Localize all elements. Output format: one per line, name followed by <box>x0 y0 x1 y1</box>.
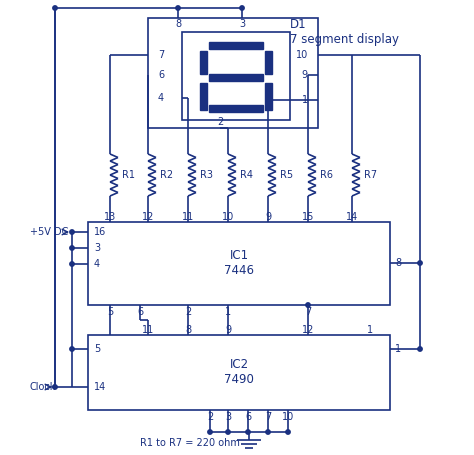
Bar <box>265 51 272 74</box>
Bar <box>88 222 390 305</box>
Text: 10: 10 <box>282 412 294 422</box>
Text: 10: 10 <box>222 212 234 222</box>
Circle shape <box>226 430 230 434</box>
Text: 7: 7 <box>305 307 311 317</box>
Text: 11: 11 <box>142 325 154 335</box>
Text: IC2
7490: IC2 7490 <box>224 358 254 386</box>
Bar <box>200 51 207 74</box>
Text: 5: 5 <box>107 307 113 317</box>
Text: 6: 6 <box>137 307 143 317</box>
Text: 7: 7 <box>158 50 164 60</box>
Circle shape <box>286 430 290 434</box>
Text: 7: 7 <box>265 412 271 422</box>
Circle shape <box>418 261 422 265</box>
Text: R1: R1 <box>122 170 135 180</box>
Text: 15: 15 <box>302 212 314 222</box>
Circle shape <box>70 230 74 234</box>
Text: 9: 9 <box>225 325 231 335</box>
Text: R3: R3 <box>200 170 213 180</box>
Text: R6: R6 <box>320 170 333 180</box>
Text: 2: 2 <box>217 117 223 127</box>
Text: 1: 1 <box>225 307 231 317</box>
Text: 1: 1 <box>395 344 401 354</box>
Circle shape <box>70 262 74 266</box>
Text: 14: 14 <box>94 382 106 392</box>
Text: Clock: Clock <box>30 382 56 392</box>
Text: 6: 6 <box>158 70 164 80</box>
Bar <box>209 105 263 112</box>
Circle shape <box>53 6 57 10</box>
Text: 9: 9 <box>265 212 271 222</box>
Text: 12: 12 <box>302 325 314 335</box>
Text: 14: 14 <box>346 212 358 222</box>
Bar <box>209 74 263 81</box>
Text: 13: 13 <box>104 212 116 222</box>
Circle shape <box>70 246 74 250</box>
Text: R4: R4 <box>240 170 253 180</box>
Text: 6: 6 <box>245 412 251 422</box>
Text: 3: 3 <box>94 243 100 253</box>
Circle shape <box>240 6 244 10</box>
Circle shape <box>306 303 310 307</box>
Text: 4: 4 <box>94 259 100 269</box>
Text: 4: 4 <box>158 93 164 103</box>
Text: +5V DC: +5V DC <box>30 227 68 237</box>
Text: 8: 8 <box>175 19 181 29</box>
Text: 1: 1 <box>367 325 373 335</box>
Text: 5: 5 <box>94 344 100 354</box>
Bar <box>209 42 263 49</box>
Text: 16: 16 <box>94 227 106 237</box>
Circle shape <box>176 6 180 10</box>
Bar <box>148 18 318 128</box>
Text: D1
7 segment display: D1 7 segment display <box>290 18 399 46</box>
Text: IC1
7446: IC1 7446 <box>224 249 254 277</box>
Circle shape <box>246 430 250 434</box>
Text: R2: R2 <box>160 170 173 180</box>
Text: 3: 3 <box>225 412 231 422</box>
Text: 2: 2 <box>207 412 213 422</box>
Text: 12: 12 <box>142 212 154 222</box>
Circle shape <box>266 430 270 434</box>
Text: R1 to R7 = 220 ohm: R1 to R7 = 220 ohm <box>140 438 240 448</box>
Text: 9: 9 <box>302 70 308 80</box>
Text: 3: 3 <box>239 19 245 29</box>
Circle shape <box>418 347 422 351</box>
Circle shape <box>53 385 57 389</box>
Circle shape <box>208 430 212 434</box>
Text: 2: 2 <box>185 307 191 317</box>
Text: R5: R5 <box>280 170 293 180</box>
Text: 11: 11 <box>182 212 194 222</box>
Text: 10: 10 <box>296 50 308 60</box>
Bar <box>182 32 290 120</box>
Text: R7: R7 <box>364 170 377 180</box>
Bar <box>265 83 272 110</box>
Bar <box>88 335 390 410</box>
Text: 1: 1 <box>302 95 308 105</box>
Text: 8: 8 <box>185 325 191 335</box>
Circle shape <box>70 347 74 351</box>
Text: 8: 8 <box>395 258 401 268</box>
Bar <box>200 83 207 110</box>
